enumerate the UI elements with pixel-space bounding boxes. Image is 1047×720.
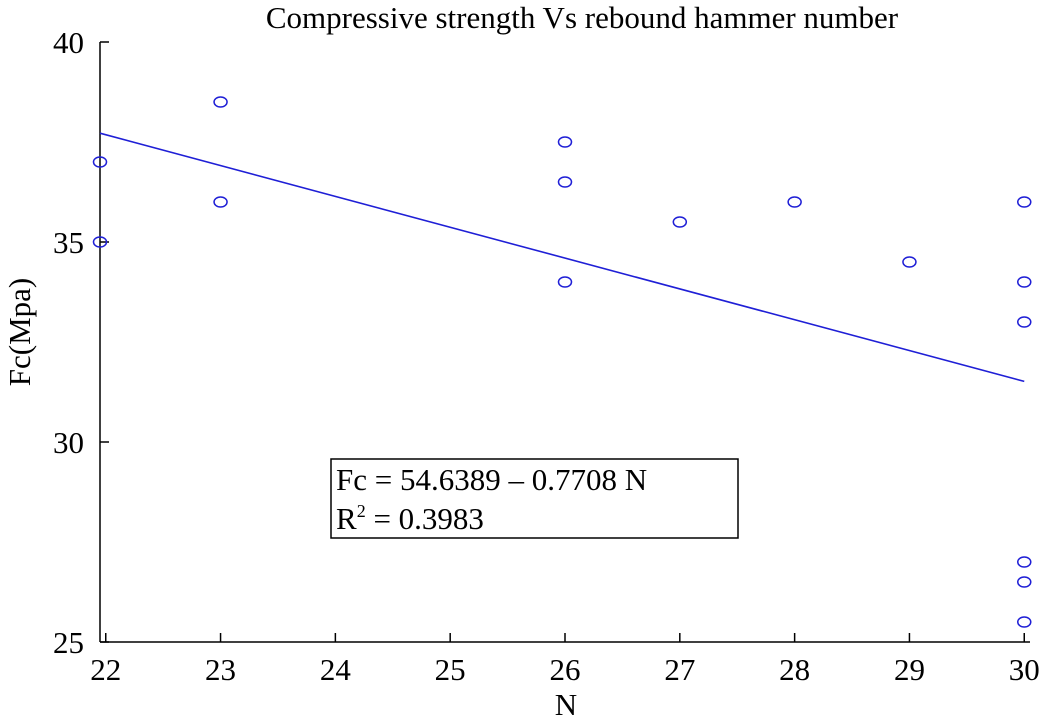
- x-tick-label: 22: [90, 652, 121, 687]
- x-tick-label: 27: [664, 652, 695, 687]
- r-squared: R2 = 0.3983: [336, 501, 484, 536]
- x-tick-label: 29: [894, 652, 925, 687]
- x-tick-label: 30: [1009, 652, 1040, 687]
- x-tick-label: 25: [435, 652, 466, 687]
- y-tick-label: 40: [53, 25, 84, 60]
- y-tick-label: 35: [53, 225, 84, 260]
- data-point: [1017, 276, 1032, 288]
- data-point: [92, 236, 108, 248]
- data-point: [213, 96, 228, 108]
- r-squared-value: = 0.3983: [366, 501, 484, 536]
- x-tick-label: 23: [205, 652, 236, 687]
- equation-annotation: Fc = 54.6389 – 0.7708 N R2 = 0.3983: [330, 458, 739, 539]
- axes: [99, 42, 1030, 643]
- data-point: [902, 256, 917, 268]
- data-point: [1017, 616, 1032, 628]
- data-point: [1017, 196, 1032, 208]
- data-points: [92, 96, 1032, 628]
- data-point: [1017, 316, 1032, 328]
- x-tick-label: 26: [550, 652, 581, 687]
- ticks: 22 23 24 25 26 27 28 29 30 25 30 35 40: [53, 25, 1040, 687]
- x-axis-label: N: [555, 687, 577, 720]
- regression-line: [99, 132, 1025, 383]
- r-squared-superscript: 2: [357, 501, 366, 521]
- x-tick-label: 28: [779, 652, 810, 687]
- r-squared-symbol: R: [336, 501, 357, 536]
- data-point: [1017, 556, 1032, 568]
- x-tick-label: 24: [320, 652, 352, 687]
- data-point: [1017, 576, 1032, 588]
- equation-box: [330, 458, 739, 539]
- regression-equation: Fc = 54.6389 – 0.7708 N: [336, 462, 647, 497]
- y-tick-label: 30: [53, 425, 84, 460]
- data-point: [672, 216, 688, 228]
- y-tick-label: 25: [53, 625, 84, 660]
- regression-line-group: [99, 132, 1025, 383]
- chart-title: Compressive strength Vs rebound hammer n…: [266, 0, 899, 35]
- data-point: [787, 196, 802, 208]
- data-point: [213, 196, 228, 208]
- data-point: [557, 276, 573, 288]
- data-point: [557, 176, 573, 188]
- data-point: [557, 136, 573, 148]
- y-axis-label: Fc(Mpa): [2, 278, 37, 386]
- data-point: [92, 156, 108, 168]
